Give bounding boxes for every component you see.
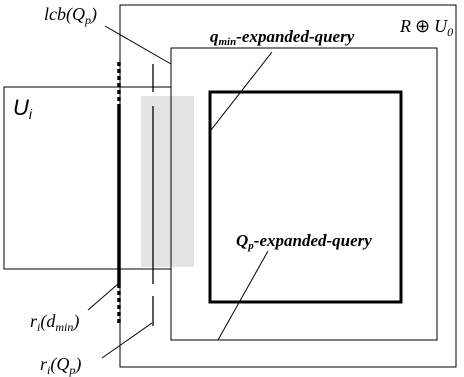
lcb-leader: [104, 25, 172, 65]
qmin-expanded-query-label: qmin-expanded-query: [210, 27, 355, 48]
ri-dmin-leader: [87, 283, 119, 311]
shaded-strip: [141, 96, 194, 267]
left-region-label: Ui: [13, 95, 33, 122]
ri-qp-leader: [101, 322, 153, 359]
qp-expanded-query-label: Qp-expanded-query: [236, 231, 372, 252]
lcb-label: lcb(Qp): [44, 4, 97, 27]
outer-region-label: R ⊕ U0: [399, 16, 453, 39]
ri-dmin-label: ri(dmin): [30, 311, 79, 334]
qmin-leader: [210, 51, 273, 131]
left-region-rect: [3, 86, 172, 270]
ri-qp-label: ri(Qp): [40, 354, 81, 377]
qp-leader: [217, 250, 269, 341]
qp-expanded-query-rect: [208, 90, 403, 304]
